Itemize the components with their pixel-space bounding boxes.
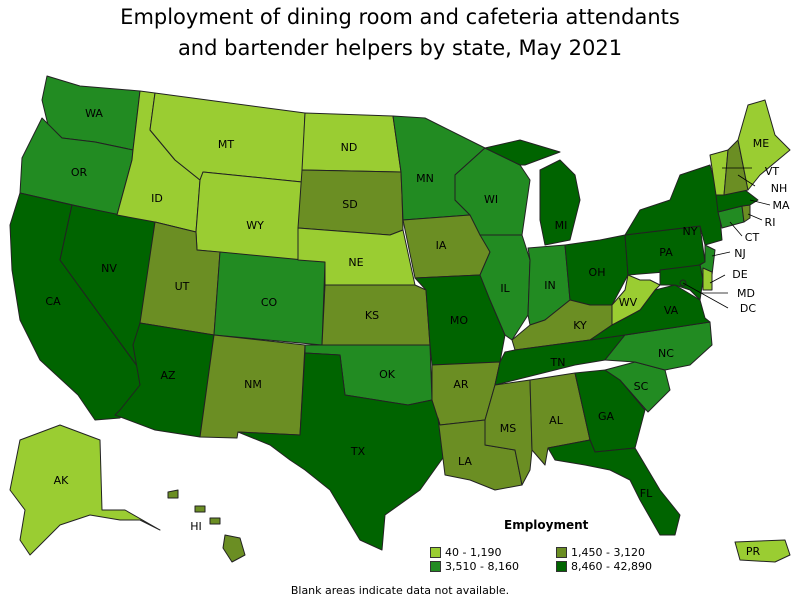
state-ME[interactable]: [737, 99, 791, 191]
label-HI: HI: [190, 520, 202, 533]
legend-title: Employment: [504, 518, 589, 532]
label-NH: NH: [771, 182, 788, 195]
state-WY[interactable]: [195, 171, 303, 261]
label-LA: LA: [458, 455, 472, 468]
legend-label-2: 1,450 - 3,120: [571, 546, 645, 559]
label-PR: PR: [746, 545, 761, 558]
label-GA: GA: [598, 410, 615, 423]
label-WV: WV: [619, 296, 638, 309]
legend-item-3: 3,510 - 8,160: [430, 560, 519, 573]
legend-swatch-2: [556, 547, 567, 558]
label-AR: AR: [453, 378, 469, 391]
label-MO: MO: [450, 314, 468, 327]
legend-swatch-1: [430, 547, 441, 558]
label-OH: OH: [589, 266, 606, 279]
label-SC: SC: [634, 380, 649, 393]
label-UT: UT: [175, 280, 190, 293]
state-DE[interactable]: [702, 267, 713, 291]
title-line-2: and bartender helpers by state, May 2021: [177, 36, 623, 60]
label-NC: NC: [658, 347, 674, 360]
leader-lines: [682, 167, 771, 309]
label-MT: MT: [218, 138, 234, 151]
label-OR: OR: [71, 166, 88, 179]
label-DE: DE: [732, 268, 747, 281]
label-IN: IN: [544, 279, 555, 292]
label-SD: SD: [342, 198, 357, 211]
label-VA: VA: [664, 304, 679, 317]
label-RI: RI: [765, 216, 776, 229]
label-FL: FL: [640, 487, 653, 500]
state-labels: WA OR CA NV ID MT WY UT AZ CO NM ND SD N…: [45, 107, 790, 558]
legend-label-3: 3,510 - 8,160: [445, 560, 519, 573]
legend-swatch-3: [430, 561, 441, 572]
state-HI[interactable]: [167, 489, 246, 563]
label-DC: DC: [740, 302, 756, 315]
label-ND: ND: [341, 141, 358, 154]
label-OK: OK: [379, 368, 396, 381]
label-TX: TX: [350, 445, 366, 458]
label-IL: IL: [500, 282, 510, 295]
label-NV: NV: [101, 262, 117, 275]
label-PA: PA: [659, 246, 673, 259]
label-IA: IA: [436, 239, 447, 252]
label-MN: MN: [416, 172, 434, 185]
state-WV[interactable]: [611, 274, 661, 326]
state-FL[interactable]: [547, 439, 681, 536]
label-WI: WI: [484, 193, 498, 206]
label-KY: KY: [573, 319, 587, 332]
label-KS: KS: [365, 309, 379, 322]
label-NY: NY: [683, 225, 698, 238]
label-CT: CT: [745, 231, 760, 244]
label-WY: WY: [246, 219, 264, 232]
label-MD: MD: [737, 287, 755, 300]
legend-swatch-4: [556, 561, 567, 572]
footnote: Blank areas indicate data not available.: [290, 584, 510, 597]
label-MS: MS: [500, 422, 516, 435]
legend-label-1: 40 - 1,190: [445, 546, 502, 559]
label-MI: MI: [555, 219, 568, 232]
state-PR[interactable]: [734, 539, 791, 563]
state-TX[interactable]: [237, 352, 446, 551]
label-TN: TN: [550, 356, 566, 369]
label-MA: MA: [772, 199, 789, 212]
label-ME: ME: [753, 137, 769, 150]
label-AK: AK: [54, 474, 70, 487]
state-AK[interactable]: [9, 424, 161, 556]
label-VT: VT: [765, 165, 780, 178]
label-CA: CA: [45, 295, 61, 308]
title-line-1: Employment of dining room and cafeteria …: [120, 5, 680, 29]
legend-item-1: 40 - 1,190: [430, 546, 501, 559]
map-title: Employment of dining room and cafeteria …: [0, 2, 800, 64]
legend-item-4: 8,460 - 42,890: [556, 560, 652, 573]
label-AZ: AZ: [160, 369, 176, 382]
label-NE: NE: [348, 256, 363, 269]
state-RI[interactable]: [741, 204, 751, 223]
label-AL: AL: [549, 414, 564, 427]
legend-item-2: 1,450 - 3,120: [556, 546, 645, 559]
label-WA: WA: [85, 107, 103, 120]
label-NJ: NJ: [734, 247, 745, 260]
label-ID: ID: [151, 192, 163, 205]
state-MI[interactable]: [484, 139, 581, 246]
label-NM: NM: [244, 378, 262, 391]
state-IL[interactable]: [479, 234, 531, 341]
legend-label-4: 8,460 - 42,890: [571, 560, 652, 573]
label-CO: CO: [261, 296, 278, 309]
